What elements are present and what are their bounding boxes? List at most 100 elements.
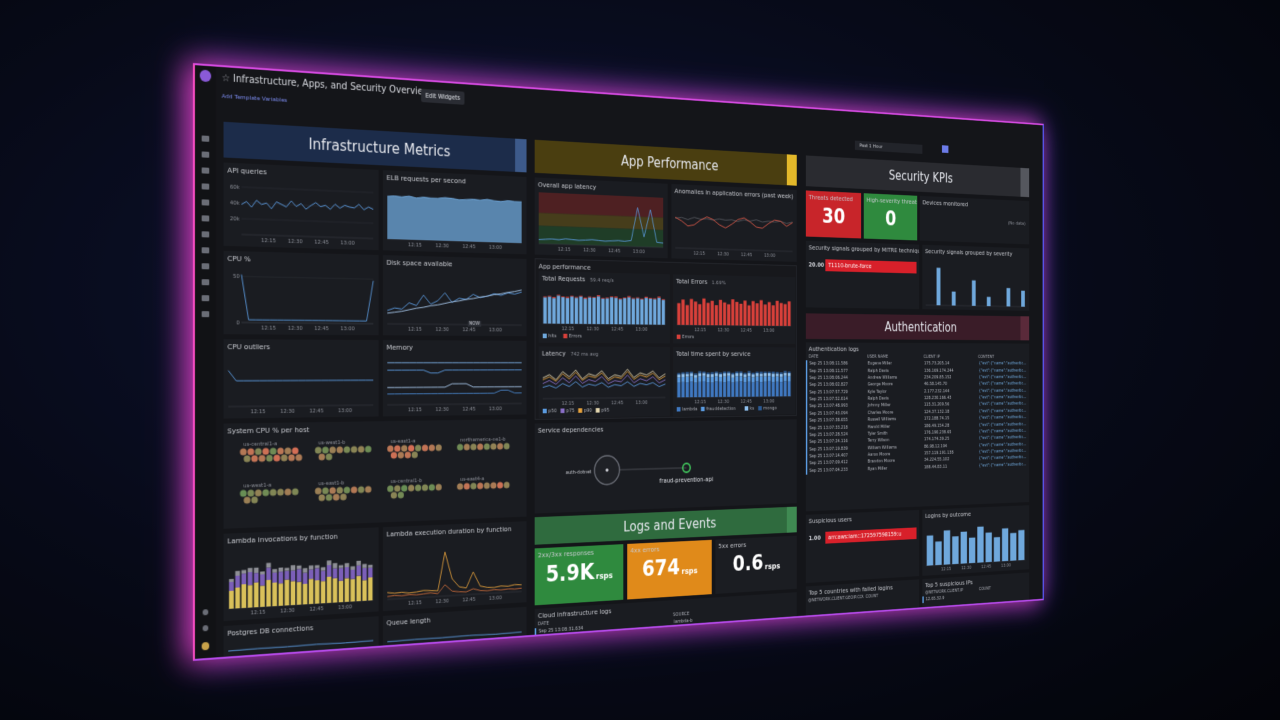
host — [390, 491, 398, 499]
line — [241, 275, 373, 322]
bar — [314, 567, 320, 581]
host — [258, 454, 266, 463]
y-tick-label: 20k — [230, 216, 240, 222]
bar — [284, 579, 290, 606]
table-cell: {"evt":{"name":"authentication","outcome… — [978, 461, 1030, 469]
chart-canvas: 12:15 12:30 12:45 13:00 — [226, 560, 376, 616]
host — [343, 446, 351, 454]
table-cell: Ryan Miller — [867, 466, 888, 472]
bar — [727, 372, 731, 376]
bar — [266, 579, 271, 607]
bar — [783, 372, 787, 376]
template-link[interactable]: Add Template Variables — [221, 92, 288, 104]
x-axis — [228, 650, 373, 660]
bar — [718, 376, 723, 382]
bar — [771, 376, 775, 383]
live-toggle[interactable] — [941, 145, 949, 154]
line — [387, 288, 521, 315]
x-tick-label: 13:00 — [763, 399, 775, 404]
logo[interactable] — [200, 69, 213, 83]
host-group-label: us-east1-a — [390, 438, 415, 444]
legend-swatch — [542, 408, 547, 414]
widget-toplist: Security signals grouped by MITRE techni… — [805, 240, 920, 310]
nav-icons[interactable] — [201, 135, 211, 651]
x-tick-label: 12:15 — [408, 600, 422, 607]
bar — [368, 567, 373, 578]
host — [340, 493, 347, 501]
line — [387, 383, 521, 387]
bar — [260, 585, 265, 608]
bar — [631, 298, 635, 325]
chart-canvas: 12:15 12:30 12:45 13:00 — [386, 268, 524, 333]
bar — [971, 280, 976, 306]
x-tick-label: 13:00 — [1001, 563, 1011, 569]
chart-canvas: auth-dotnet fraud-prevention-api — [566, 430, 713, 510]
bar — [284, 567, 290, 571]
section-title: App Performance — [620, 152, 719, 174]
bar — [302, 568, 308, 573]
bar — [714, 381, 718, 398]
bar — [605, 297, 609, 299]
bar — [727, 375, 731, 382]
bar — [681, 373, 685, 378]
bar — [583, 298, 587, 324]
bar — [771, 382, 775, 397]
bar — [653, 298, 657, 300]
host — [463, 443, 470, 451]
host — [497, 442, 504, 450]
bar — [681, 377, 685, 383]
toplist-value: 1.00 — [808, 534, 821, 542]
bar — [694, 377, 698, 383]
bar — [350, 566, 356, 570]
bar — [731, 374, 735, 378]
bar — [993, 537, 1001, 562]
bar — [706, 374, 710, 378]
host — [284, 488, 292, 496]
bar — [296, 565, 302, 570]
x-tick-label: 12:15 — [251, 409, 266, 415]
host — [394, 445, 401, 453]
line — [543, 375, 666, 384]
legend-swatch — [700, 406, 705, 412]
x-tick-label: 12:15 — [562, 401, 575, 407]
bar — [653, 299, 657, 325]
time-range[interactable]: Past 1 Hour — [855, 140, 923, 154]
x-axis — [241, 322, 373, 323]
section-title: Authentication — [884, 319, 957, 336]
host — [483, 443, 490, 451]
bar — [718, 381, 723, 397]
x-tick-label: 13:00 — [489, 244, 503, 250]
bar — [235, 587, 241, 609]
legend-swatch — [744, 406, 749, 411]
x-tick-label: 12:30 — [961, 565, 971, 571]
host — [397, 451, 404, 459]
bar — [605, 298, 609, 325]
edit-widgets-button[interactable]: Edit Widgets — [421, 88, 465, 105]
bar — [308, 569, 314, 580]
x-tick-label: 12:45 — [462, 406, 475, 412]
bar — [272, 568, 278, 573]
bar — [685, 371, 689, 374]
bar — [1002, 528, 1009, 562]
host — [332, 493, 340, 501]
toplist-value: 20.00 — [808, 261, 825, 269]
bar — [290, 580, 296, 606]
host — [477, 443, 484, 451]
x-tick-label: 12:45 — [740, 399, 751, 404]
x-tick-label: 12:45 — [462, 596, 475, 603]
x-tick-label: 12:30 — [717, 251, 729, 257]
chart-canvas: 12:15 12:30 12:45 13:00 — [924, 526, 1027, 572]
bar — [344, 567, 350, 579]
star-icon[interactable]: ☆ — [221, 72, 231, 85]
bar — [627, 297, 631, 325]
bar — [787, 373, 791, 377]
bar — [735, 301, 739, 326]
bar — [723, 382, 727, 397]
kpi-value: 0 — [885, 206, 897, 231]
toplist-bar: arn:aws:iam::172597598159:u — [825, 527, 917, 544]
x-axis — [387, 639, 521, 649]
bar — [1006, 288, 1011, 307]
host — [387, 445, 394, 453]
bar — [561, 296, 565, 298]
bar — [727, 304, 731, 326]
